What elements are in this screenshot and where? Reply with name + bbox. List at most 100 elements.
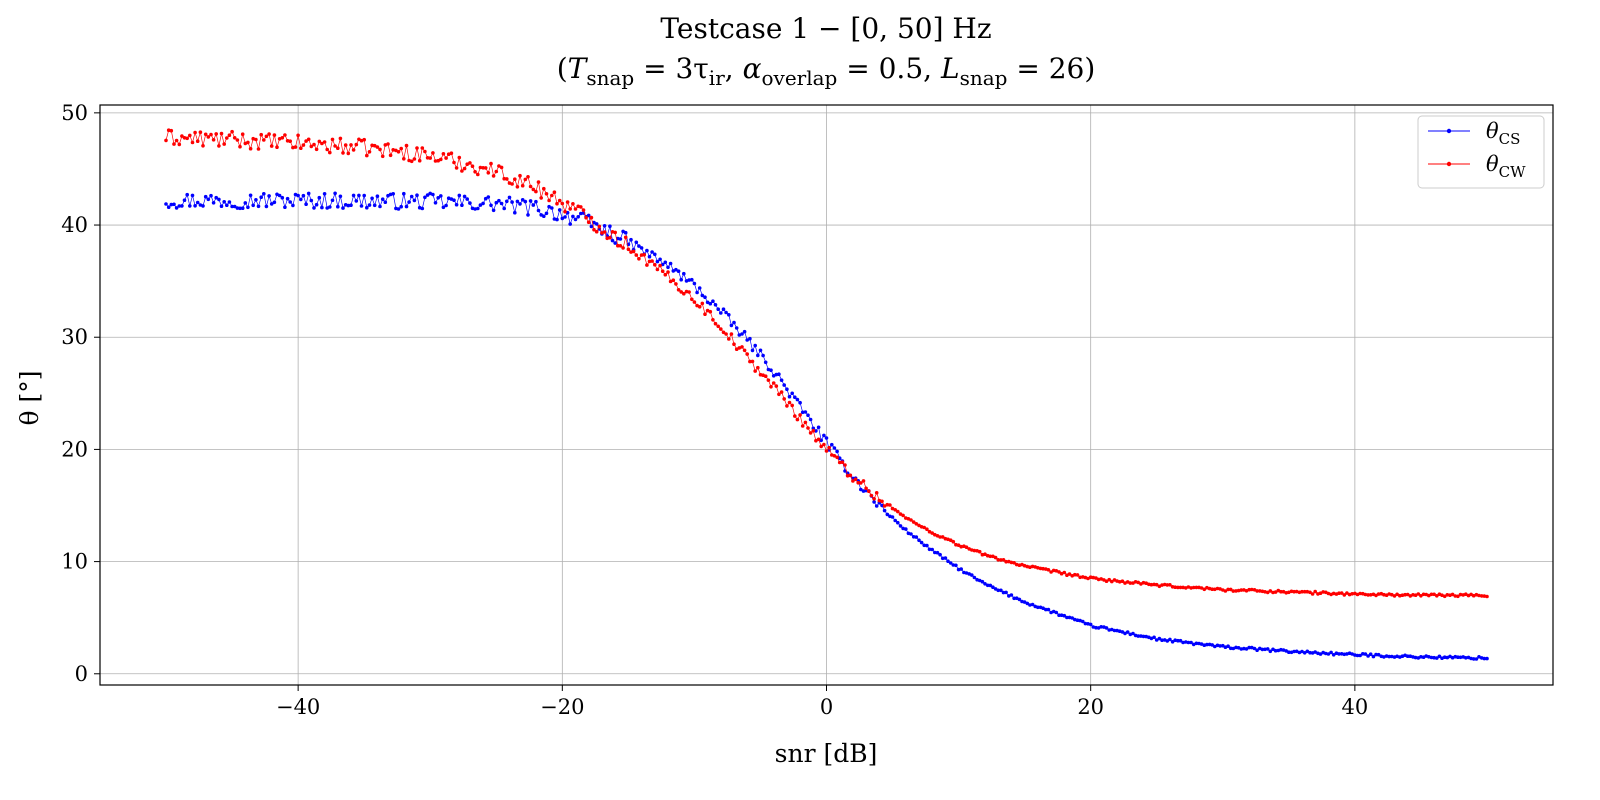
data-point	[1139, 634, 1143, 638]
data-point	[1485, 656, 1489, 661]
data-point	[470, 164, 475, 168]
data-point	[468, 201, 472, 205]
data-point	[383, 200, 388, 204]
data-point	[251, 136, 255, 141]
data-point	[264, 204, 269, 209]
data-point	[1400, 654, 1405, 658]
data-point	[513, 210, 517, 215]
data-point	[349, 143, 353, 147]
data-point	[431, 192, 435, 197]
data-point	[193, 204, 197, 208]
data-point	[1054, 569, 1059, 573]
data-point	[1154, 638, 1159, 642]
data-point	[716, 324, 720, 329]
data-point	[1268, 649, 1273, 654]
data-point	[919, 540, 924, 545]
data-point	[970, 573, 974, 577]
data-point	[1368, 593, 1373, 597]
data-point	[346, 151, 351, 156]
data-point	[1123, 581, 1127, 585]
data-point	[1400, 593, 1405, 597]
data-point	[634, 253, 639, 257]
data-point	[1419, 594, 1423, 598]
data-point	[1009, 593, 1014, 597]
data-point	[639, 246, 644, 250]
data-point	[542, 186, 546, 191]
data-point	[687, 278, 691, 282]
data-point	[1194, 641, 1199, 646]
data-point	[954, 542, 958, 547]
data-point	[798, 400, 802, 405]
data-point	[325, 147, 330, 152]
data-point	[399, 146, 404, 151]
data-point	[777, 372, 781, 377]
data-point	[798, 413, 802, 417]
legend: θCS θCW	[1417, 115, 1545, 189]
data-point	[748, 336, 752, 341]
data-point	[867, 489, 871, 494]
data-point	[235, 206, 240, 210]
data-point	[816, 437, 821, 442]
data-point	[822, 433, 826, 438]
data-point	[623, 230, 628, 235]
data-point	[589, 215, 594, 220]
data-point	[473, 170, 477, 174]
data-point	[708, 309, 713, 314]
data-point	[518, 202, 522, 206]
data-point	[579, 205, 583, 209]
data-point	[1308, 650, 1312, 655]
data-point	[415, 193, 419, 197]
data-point	[750, 359, 755, 364]
data-point	[1004, 590, 1008, 595]
data-point	[1091, 575, 1096, 580]
data-point	[309, 144, 314, 149]
data-point	[499, 201, 504, 206]
data-point	[1110, 579, 1114, 584]
data-point	[534, 189, 538, 194]
data-point	[465, 197, 470, 201]
data-point	[1228, 587, 1233, 592]
data-point	[708, 301, 713, 306]
data-point	[645, 263, 649, 267]
x-tick-label: 0	[820, 695, 833, 719]
x-tick-label: −20	[540, 695, 584, 719]
data-point	[243, 201, 248, 205]
data-point	[703, 312, 707, 317]
y-tick-label: 0	[75, 662, 88, 686]
data-point	[473, 207, 477, 211]
data-point	[914, 535, 919, 539]
data-point	[980, 579, 985, 584]
data-point	[845, 474, 850, 478]
data-point	[412, 198, 417, 203]
data-point	[608, 235, 612, 240]
data-point	[544, 192, 549, 196]
data-point	[922, 525, 926, 530]
data-point	[576, 215, 580, 219]
data-point	[563, 209, 567, 214]
data-point	[217, 144, 221, 148]
data-point	[1363, 652, 1368, 656]
data-point	[1231, 646, 1236, 651]
data-point	[679, 277, 683, 282]
data-point	[1456, 655, 1460, 659]
data-point	[629, 237, 633, 242]
data-point	[428, 156, 433, 160]
data-point	[1036, 605, 1040, 610]
data-point	[404, 143, 409, 148]
data-point	[634, 240, 639, 245]
data-point	[206, 197, 211, 202]
data-point	[613, 241, 617, 245]
data-point	[983, 582, 987, 586]
data-point	[483, 166, 488, 170]
data-point	[489, 161, 493, 166]
data-point	[317, 139, 322, 144]
data-point	[1091, 625, 1096, 629]
data-point	[700, 293, 705, 298]
data-point	[1427, 593, 1431, 598]
data-point	[864, 486, 868, 491]
data-point	[745, 338, 749, 342]
data-point	[193, 130, 197, 135]
data-point	[779, 378, 784, 383]
data-point	[343, 143, 348, 147]
data-point	[571, 214, 575, 219]
